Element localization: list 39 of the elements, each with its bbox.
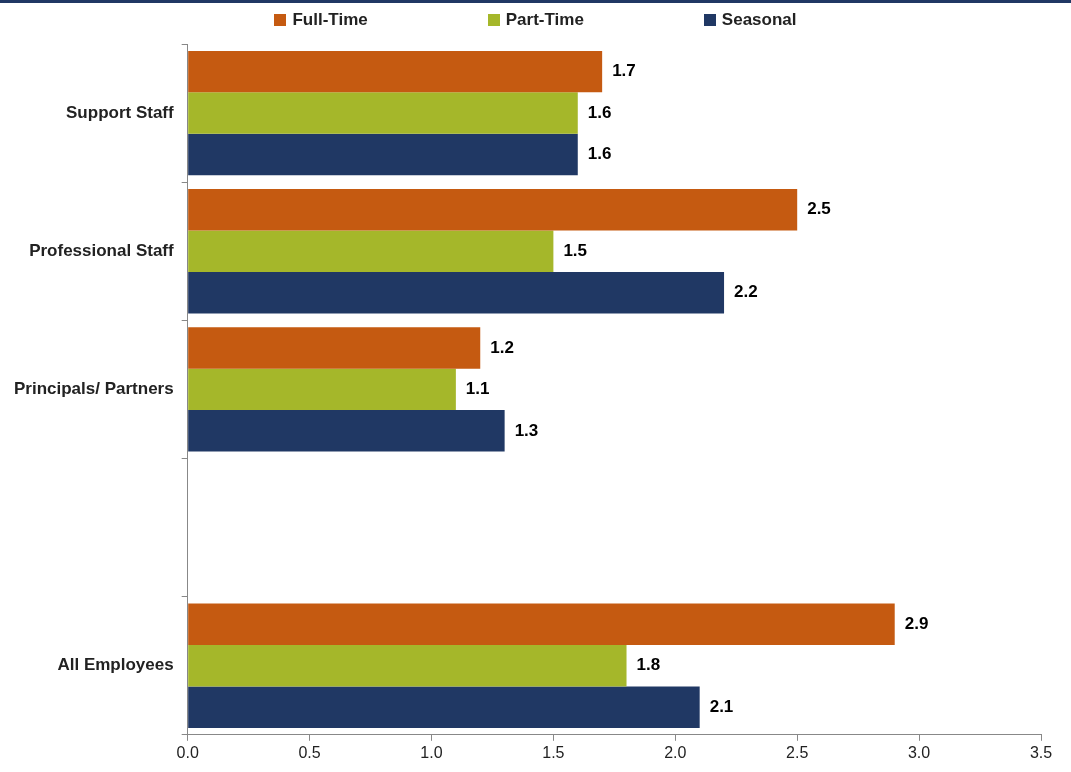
x-tick-label: 2.0 bbox=[664, 743, 687, 761]
legend-label: Part-Time bbox=[505, 10, 584, 30]
x-tick-label: 3.5 bbox=[1029, 743, 1053, 761]
y-tick-label: Support Staff bbox=[66, 102, 175, 122]
data-label: 2.2 bbox=[734, 282, 758, 302]
bar bbox=[188, 603, 895, 645]
data-label: 1.7 bbox=[612, 61, 636, 81]
bar bbox=[188, 368, 456, 411]
data-label: 2.5 bbox=[807, 199, 831, 219]
bar bbox=[188, 50, 603, 93]
x-tick-label: 3.0 bbox=[907, 743, 931, 761]
data-label: 1.8 bbox=[636, 655, 661, 675]
bar bbox=[188, 327, 481, 369]
data-label: 1.1 bbox=[465, 379, 490, 399]
y-tick-label: Professional Staff bbox=[29, 240, 175, 260]
y-tick-label: All Employees bbox=[57, 655, 174, 675]
data-label: 2.9 bbox=[904, 613, 929, 633]
bar bbox=[188, 133, 578, 176]
bar bbox=[188, 686, 700, 728]
bar bbox=[188, 230, 554, 272]
data-label: 2.1 bbox=[709, 696, 734, 716]
data-label: 1.6 bbox=[587, 144, 612, 164]
y-tick-label: Principals/ Partners bbox=[13, 379, 174, 399]
bar bbox=[188, 410, 505, 452]
x-tick-label: 2.5 bbox=[786, 743, 809, 761]
bar bbox=[188, 645, 627, 687]
data-label: 1.5 bbox=[563, 240, 588, 260]
x-tick-label: 0.0 bbox=[176, 743, 199, 761]
bar bbox=[188, 189, 798, 231]
legend-label: Seasonal bbox=[721, 10, 797, 30]
x-tick-label: 1.0 bbox=[420, 743, 443, 761]
data-label: 1.3 bbox=[514, 420, 539, 440]
data-label: 1.6 bbox=[587, 102, 612, 122]
legend-label: Full-Time bbox=[292, 10, 368, 30]
data-label: 1.2 bbox=[490, 337, 514, 357]
bar bbox=[188, 92, 578, 134]
x-tick-label: 1.5 bbox=[542, 743, 565, 761]
x-tick-label: 0.5 bbox=[298, 743, 321, 761]
bar bbox=[188, 271, 725, 314]
